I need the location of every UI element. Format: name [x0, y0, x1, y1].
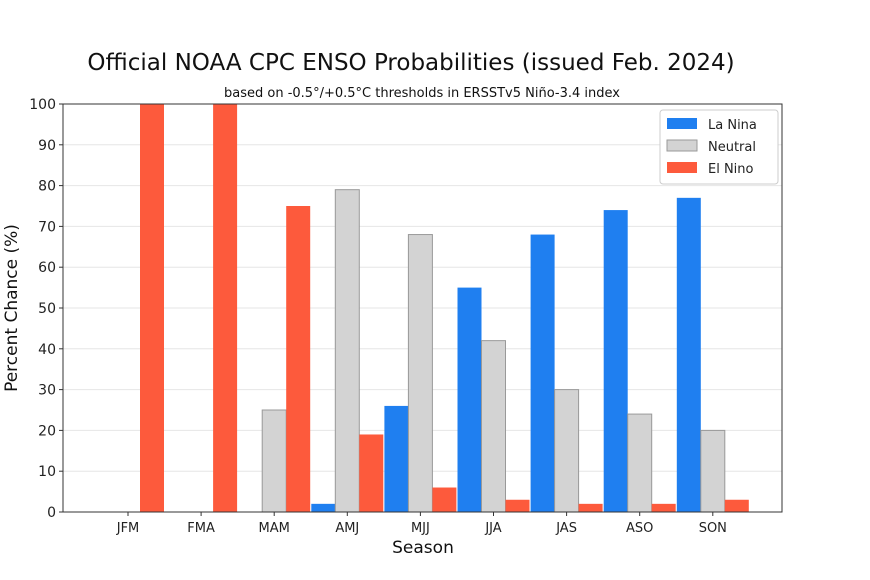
- legend-label: Neutral: [708, 140, 756, 155]
- x-tick-label: JAS: [555, 521, 577, 536]
- x-tick-label: FMA: [187, 521, 215, 536]
- y-tick-label: 60: [38, 260, 56, 276]
- y-tick-label: 30: [38, 383, 56, 399]
- bar-el-nino-son: [724, 499, 749, 512]
- bar-la-nina-son: [676, 197, 701, 512]
- y-axis-label: Percent Chance (%): [2, 224, 22, 392]
- y-tick-label: 50: [38, 301, 56, 317]
- legend: La Nina Neutral El Nino: [659, 109, 779, 185]
- x-tick-label: SON: [699, 521, 727, 536]
- bar-la-nina-aso: [603, 210, 628, 512]
- y-tick-label: 100: [29, 97, 56, 113]
- legend-label: El Nino: [708, 162, 754, 177]
- bar-neutral-mjj: [407, 234, 433, 513]
- legend-swatch-neutral: [666, 139, 698, 152]
- bar-neutral-aso: [627, 413, 653, 513]
- x-tick-label: JJA: [484, 521, 501, 536]
- bar-el-nino-jas: [578, 503, 603, 512]
- chart-subtitle: based on -0.5°/+0.5°C thresholds in ERSS…: [224, 86, 620, 101]
- bar-neutral-jas: [554, 389, 580, 513]
- bar-la-nina-mjj: [384, 405, 409, 512]
- bar-la-nina-jja: [457, 287, 482, 512]
- legend-swatch-la-nina: [667, 118, 697, 129]
- y-tick-label: 90: [38, 138, 56, 154]
- bar-el-nino-jfm: [140, 104, 164, 512]
- bar-el-nino-aso: [651, 503, 676, 512]
- x-tick-label: JFM: [116, 521, 140, 536]
- x-tick-label: MJJ: [411, 521, 430, 536]
- bar-neutral-jja: [481, 340, 506, 513]
- bar-el-nino-amj: [359, 434, 384, 512]
- bar-el-nino-mam: [286, 206, 311, 512]
- y-tick-label: 40: [38, 342, 56, 358]
- x-axis-label: Season: [392, 538, 454, 558]
- bar-neutral-son: [700, 429, 726, 513]
- y-tick-label: 80: [38, 179, 56, 195]
- legend-label: La Nina: [708, 118, 757, 133]
- bar-la-nina-amj: [311, 503, 336, 512]
- bar-el-nino-mjj: [432, 487, 457, 512]
- bar-el-nino-jja: [505, 499, 530, 512]
- chart-title: Official NOAA CPC ENSO Probabilities (is…: [87, 50, 734, 76]
- bar-neutral-mam: [261, 409, 287, 513]
- legend-swatch-el-nino: [667, 162, 697, 173]
- y-tick-label: 70: [38, 219, 56, 235]
- y-tick-label: 10: [38, 464, 56, 480]
- bar-el-nino-fma: [213, 104, 238, 512]
- y-tick-label: 0: [47, 505, 56, 521]
- bar-neutral-amj: [334, 189, 360, 513]
- x-tick-label: AMJ: [335, 521, 359, 536]
- y-tick-label: 20: [38, 423, 56, 439]
- bar-la-nina-jas: [530, 234, 555, 512]
- x-tick-label: ASO: [626, 521, 653, 536]
- x-tick-label: MAM: [259, 521, 290, 536]
